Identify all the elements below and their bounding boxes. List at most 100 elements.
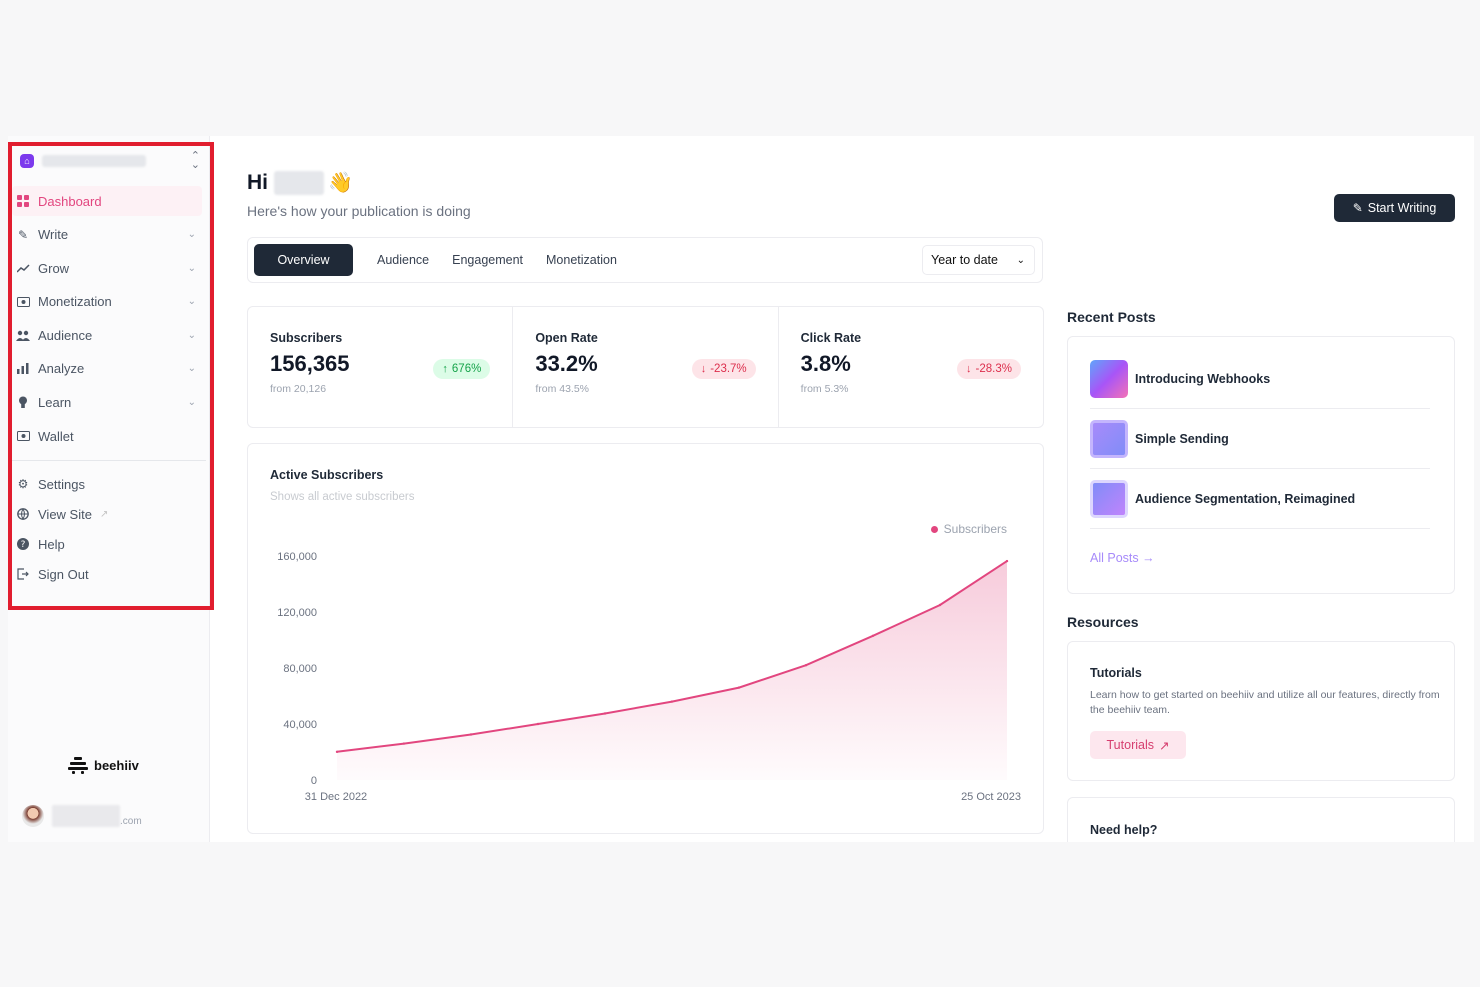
stat-value: 33.2% — [535, 351, 598, 376]
chart-legend: Subscribers — [930, 522, 1007, 536]
all-posts-link[interactable]: All Posts → — [1090, 551, 1155, 565]
post-item[interactable]: Simple Sending — [1090, 409, 1430, 469]
tab-audience[interactable]: Audience — [377, 253, 430, 267]
sidebar-item-learn[interactable]: Learn ⌄ — [12, 388, 202, 418]
date-range-select[interactable]: Year to date ⌄ — [922, 245, 1035, 275]
sidebar-item-label: Grow — [38, 260, 70, 276]
start-writing-button[interactable]: ✎ Start Writing — [1334, 194, 1455, 222]
data-point — [402, 742, 406, 745]
users-icon — [16, 328, 30, 342]
stat-from: from 20,126 — [270, 383, 327, 395]
arrow-up-icon: ↑ — [442, 363, 448, 375]
sidebar-item-settings[interactable]: ⚙ Settings — [12, 471, 202, 497]
stat-label: Subscribers — [270, 331, 343, 345]
arrow-down-icon: ↓ — [966, 363, 972, 375]
sidebar-item-label: Audience — [38, 327, 93, 343]
status-badge: ↓ -23.7% — [691, 359, 756, 379]
y-tick-label: 160,000 — [277, 551, 317, 563]
sidebar-item-label: Monetization — [38, 294, 112, 310]
chevron-down-icon: ⌄ — [187, 229, 196, 241]
recent-posts-card: Introducing Webhooks Simple Sending Audi… — [1067, 336, 1455, 594]
sidebar-item-analyze[interactable]: Analyze ⌄ — [12, 354, 202, 384]
data-point — [938, 603, 942, 607]
stat-change: -28.3% — [975, 363, 1012, 375]
legend-dot — [930, 525, 938, 533]
stat-label: Click Rate — [800, 331, 862, 345]
stats-row: Subscribers 156,365 from 20,126 ↑ 676% O… — [247, 306, 1044, 428]
sidebar-item-dashboard[interactable]: Dashboard — [12, 186, 202, 216]
cash-icon — [16, 295, 30, 309]
stat-card-subscribers: Subscribers 156,365 from 20,126 ↑ 676% — [248, 307, 514, 427]
post-item[interactable]: Introducing Webhooks — [1090, 349, 1430, 409]
sidebar-item-view-site[interactable]: View Site ↗ — [12, 501, 202, 527]
stat-card-open-rate: Open Rate 33.2% from 43.5% ↓ -23.7% — [513, 307, 779, 427]
tab-overview[interactable]: Overview — [254, 244, 353, 276]
x-tick-label: 25 Oct 2023 — [961, 791, 1021, 803]
stat-from: from 43.5% — [535, 383, 590, 395]
chevron-down-icon: ⌄ — [187, 262, 196, 274]
lightbulb-icon — [16, 396, 30, 410]
data-point — [871, 634, 875, 637]
active-subscribers-chart-card: Active Subscribers Shows all active subs… — [247, 443, 1044, 834]
legend-label: Subscribers — [943, 522, 1007, 536]
resource-card-title: Tutorials — [1090, 666, 1142, 680]
data-point — [335, 750, 339, 754]
pencil-icon: ✎ — [1352, 201, 1363, 215]
sidebar-item-wallet[interactable]: Wallet — [12, 421, 202, 451]
sidebar-divider — [8, 460, 206, 462]
user-email-suffix: .com — [120, 816, 142, 827]
tab-monetization[interactable]: Monetization — [546, 253, 617, 267]
subscribers-area-chart: 160,000 120,000 80,000 40,000 0 31 Dec 2022 25… — [277, 551, 1021, 803]
chevron-down-icon: ⌄ — [1016, 254, 1025, 266]
post-title: Introducing Webhooks — [1135, 371, 1271, 386]
brand-name: beehiiv — [94, 757, 139, 773]
start-writing-label: Start Writing — [1367, 201, 1437, 215]
arrow-down-icon: ↓ — [700, 363, 707, 375]
sidebar-item-help[interactable]: ? Help — [12, 531, 202, 557]
post-thumbnail — [1090, 419, 1128, 458]
data-point — [603, 712, 607, 715]
chevron-down-icon: ⌄ — [187, 363, 196, 375]
sidebar-item-monetization[interactable]: Monetization ⌄ — [12, 287, 202, 317]
page-subtitle: Here's how your publication is doing — [247, 203, 471, 219]
sidebar-item-label: Analyze — [38, 361, 85, 377]
greeting-text: Hi — [247, 170, 268, 194]
status-badge: ↓ -28.3% — [957, 359, 1021, 379]
data-point — [670, 700, 674, 703]
publication-switcher[interactable]: ⌂ ⌃ ⌄ — [20, 150, 200, 171]
tutorials-button[interactable]: Tutorials ↗ — [1090, 731, 1186, 759]
question-icon: ? — [16, 537, 30, 551]
wave-icon: 👋 — [328, 172, 353, 194]
post-item[interactable]: Audience Segmentation, Reimagined — [1090, 469, 1430, 529]
resource-description: Learn how to get started on beehiiv and … — [1090, 689, 1440, 716]
avatar — [22, 804, 44, 827]
brand-logo: beehiiv — [68, 756, 139, 774]
resources-title: Resources — [1067, 614, 1139, 630]
trend-icon — [16, 261, 30, 275]
svg-text:?: ? — [21, 540, 26, 550]
main-content: Hi 👋 Here's how your publication is doin… — [210, 136, 1474, 842]
external-link-icon: ↗ — [99, 508, 109, 520]
sidebar: ⌂ ⌃ ⌄ Dashboard ✎ Write ⌄ Grow ⌄ — [8, 136, 214, 842]
sidebar-item-write[interactable]: ✎ Write ⌄ — [12, 220, 202, 250]
sidebar-item-audience[interactable]: Audience ⌄ — [12, 320, 202, 350]
sidebar-item-label: Learn — [38, 395, 72, 411]
sidebar-item-grow[interactable]: Grow ⌄ — [12, 253, 202, 283]
sidebar-item-label: Settings — [38, 476, 85, 492]
sidebar-item-label: Sign Out — [38, 566, 89, 582]
stat-change: -23.7% — [710, 363, 747, 375]
sidebar-item-sign-out[interactable]: Sign Out — [12, 561, 202, 587]
sign-out-icon — [16, 567, 30, 581]
post-title: Simple Sending — [1135, 431, 1229, 446]
stat-change: 676% — [451, 363, 482, 375]
chart-subtitle: Shows all active subscribers — [270, 491, 415, 503]
data-point — [469, 733, 473, 736]
recent-posts-title: Recent Posts — [1067, 309, 1156, 325]
user-account[interactable]: .com — [22, 804, 142, 827]
post-title: Audience Segmentation, Reimagined — [1135, 491, 1356, 506]
stat-label: Open Rate — [535, 331, 598, 345]
y-tick-label: 120,000 — [277, 607, 317, 619]
tab-engagement[interactable]: Engagement — [452, 253, 524, 267]
chevron-up-down-icon: ⌃ ⌄ — [190, 150, 200, 171]
y-tick-label: 0 — [311, 775, 317, 787]
